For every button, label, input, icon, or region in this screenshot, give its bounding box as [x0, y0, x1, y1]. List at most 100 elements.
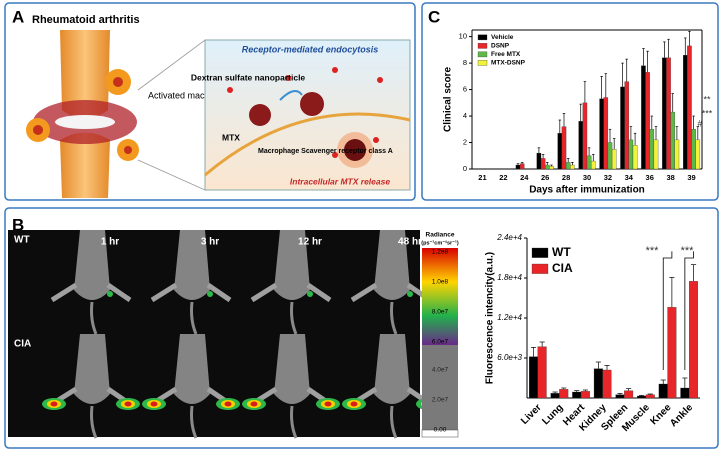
x-tick-label: 38 — [666, 173, 674, 182]
legend-swatch — [477, 60, 488, 66]
annotation: # — [697, 118, 702, 128]
y-tick-label: 6 — [463, 85, 467, 94]
mouse-xray — [74, 334, 110, 404]
nanoparticle-label: Dextran sulfate nanoparticle — [191, 72, 306, 82]
mouse-tail — [90, 301, 98, 335]
signal — [307, 291, 313, 297]
colorbar-tick: 0.00 — [434, 427, 447, 434]
membrane — [204, 112, 411, 177]
bar — [689, 281, 698, 399]
bar — [561, 126, 567, 170]
bar — [591, 160, 596, 170]
signal — [407, 291, 413, 297]
bar — [537, 346, 547, 399]
signal — [350, 401, 358, 407]
mouse-tail — [190, 405, 198, 439]
joint-illustration — [26, 30, 139, 198]
legend-swatch — [477, 43, 488, 49]
signal — [50, 401, 58, 407]
x-tick-label: 24 — [520, 173, 529, 182]
bar — [565, 162, 571, 170]
mouse-legs — [150, 282, 232, 303]
x-tick-label: 36 — [646, 173, 654, 182]
colorbar-tick: 6.0e7 — [432, 339, 449, 346]
bar — [637, 395, 647, 399]
bar — [667, 307, 677, 399]
y-axis-label: Fluorescence intencity(a.u.) — [485, 252, 496, 384]
bar — [586, 155, 592, 170]
bar — [582, 102, 588, 170]
colorbar-title: Radiance — [426, 232, 455, 239]
bar — [653, 139, 659, 170]
bar — [607, 142, 613, 170]
mouse-tail — [90, 405, 98, 439]
bar — [578, 121, 583, 170]
bar — [559, 389, 569, 399]
bar — [695, 139, 701, 170]
bar — [628, 139, 634, 170]
signal — [224, 401, 232, 407]
legend-swatch — [477, 34, 488, 41]
bar — [519, 163, 525, 170]
bar — [540, 158, 546, 170]
legend-label: Vehicle — [491, 34, 514, 41]
y-tick-label: 8 — [463, 58, 467, 67]
mouse-xray — [374, 230, 410, 300]
x-tick-label: 39 — [687, 173, 695, 182]
annotation: *** — [646, 245, 660, 257]
mtx-label: MTX — [222, 132, 240, 142]
time-label: 3 hr — [201, 237, 219, 248]
y-axis-label: Clinical score — [443, 67, 454, 132]
y-tick-label: 0 — [463, 164, 467, 173]
panel-label: C — [428, 7, 440, 26]
legend-label: CIA — [552, 261, 573, 275]
bar — [615, 394, 625, 399]
time-label: 12 hr — [298, 237, 322, 248]
bar — [658, 383, 668, 399]
mouse-legs — [50, 282, 132, 303]
y-tick-label: 2.4e+4 — [496, 233, 522, 242]
annotation: ** — [703, 94, 711, 104]
bar — [683, 55, 688, 170]
nanoparticles — [227, 67, 383, 168]
bar — [593, 368, 603, 399]
legend-swatch — [531, 263, 549, 274]
signal — [150, 401, 158, 407]
colorbar-unit: (ps⁻¹cm⁻²sr⁻¹) — [421, 239, 459, 246]
legend-swatch — [531, 247, 549, 258]
y-tick-label: 2 — [463, 138, 467, 147]
legend-label: WT — [552, 245, 571, 259]
x-tick-label: 21 — [478, 173, 486, 182]
bar — [549, 166, 554, 170]
x-tick-label: 32 — [604, 173, 612, 182]
bar — [557, 133, 563, 170]
annotation: *** — [681, 245, 695, 257]
bar — [645, 72, 650, 170]
mouse-xray — [74, 230, 110, 300]
legend-label: Free MTX — [491, 51, 521, 58]
x-tick-label: 28 — [562, 173, 570, 182]
bar — [570, 164, 575, 170]
colorbar-tick: 1.0e8 — [432, 279, 449, 286]
mouse-legs — [250, 282, 332, 303]
colorbar-lower — [422, 345, 458, 430]
inset-title: Receptor-mediated endocytosis — [242, 44, 379, 54]
bar — [680, 387, 690, 399]
bar — [649, 129, 655, 170]
colorbar-tick: 4.0e7 — [432, 367, 449, 374]
mouse-tail — [390, 405, 398, 439]
y-tick-label: 1.2e+4 — [497, 313, 522, 322]
bar — [550, 393, 560, 399]
bar — [602, 369, 612, 399]
panel-label: B — [12, 215, 24, 234]
signal — [124, 401, 132, 407]
mouse-xray — [274, 230, 310, 300]
time-label: 1 hr — [101, 237, 119, 248]
mouse-xray — [374, 334, 410, 404]
bar — [529, 356, 538, 399]
receptor-label: Macrophage Scavenger receptor class A — [258, 148, 393, 155]
mouse-tail — [290, 301, 298, 335]
bar — [666, 57, 671, 170]
panel-title: Rheumatoid arthritis — [32, 14, 140, 26]
